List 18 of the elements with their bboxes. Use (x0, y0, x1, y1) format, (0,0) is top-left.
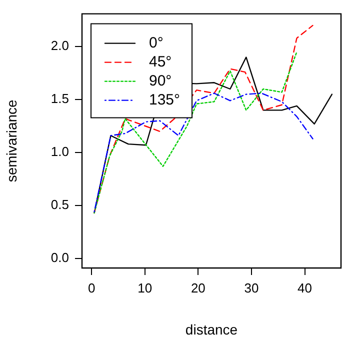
y-tick-label: 1.0 (50, 144, 69, 160)
x-tick-label: 10 (138, 280, 152, 296)
legend-label: 135° (149, 91, 180, 108)
x-tick-label: 30 (244, 280, 259, 296)
x-tick-label: 0 (88, 280, 96, 296)
y-tick-label: 1.5 (50, 91, 69, 106)
y-tick-label: 2.0 (50, 38, 69, 54)
x-tick-label: 20 (190, 280, 206, 296)
x-axis-title: distance (185, 321, 238, 338)
legend-label: 90° (149, 72, 172, 90)
legend-label: 0° (149, 34, 164, 52)
y-axis-title: semivariance (3, 99, 20, 182)
line-series (94, 92, 314, 212)
line-series (94, 51, 298, 214)
legend-label: 45° (149, 53, 172, 70)
x-tick-label: 40 (298, 280, 312, 296)
y-tick-label: 0.0 (50, 250, 69, 266)
y-tick-label: 0.5 (50, 197, 69, 212)
